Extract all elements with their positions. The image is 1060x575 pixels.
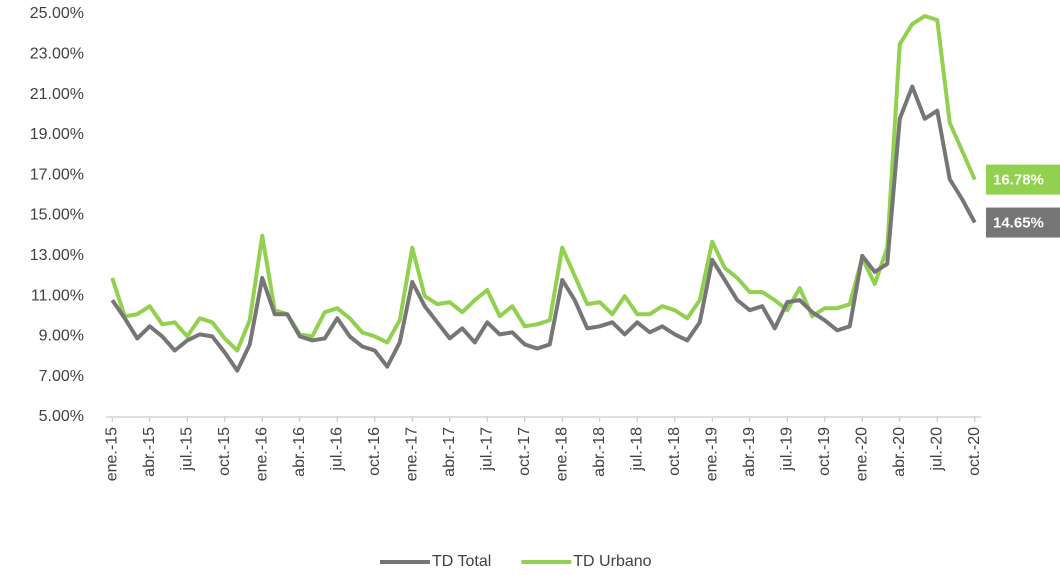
- legend-label: TD Urbano: [573, 553, 651, 570]
- series-line: [110, 84, 977, 373]
- x-tick-label: abr.-20: [891, 427, 908, 477]
- series-line: [110, 14, 977, 353]
- y-tick-label: 15.00%: [30, 207, 84, 224]
- y-tick-label: 17.00%: [30, 166, 84, 183]
- legend-label: TD Total: [432, 553, 491, 570]
- value-label: 14.65%: [993, 215, 1044, 232]
- y-tick-label: 21.00%: [30, 86, 84, 103]
- y-tick-label: 13.00%: [30, 247, 84, 264]
- x-tick-label: ene.-16: [253, 427, 270, 481]
- value-label-box: [986, 207, 1060, 238]
- y-tick-label: 9.00%: [39, 328, 84, 345]
- y-tick-label: 23.00%: [30, 46, 84, 63]
- x-tick-label: oct.-19: [816, 427, 833, 476]
- y-tick-label: 5.00%: [39, 408, 84, 425]
- x-tick-label: jul.-17: [478, 427, 495, 472]
- x-tick-label: jul.-19: [778, 427, 795, 472]
- x-tick-label: jul.-18: [628, 427, 645, 472]
- x-tick-label: oct.-20: [966, 427, 983, 476]
- x-tick-label: ene.-19: [703, 427, 720, 481]
- x-tick-label: oct.-18: [666, 427, 683, 476]
- x-tick-label: ene.-18: [553, 427, 570, 481]
- x-tick-label: abr.-17: [441, 427, 458, 477]
- y-tick-label: 7.00%: [39, 368, 84, 385]
- x-tick-label: abr.-15: [141, 427, 158, 477]
- value-label-box: [986, 164, 1060, 195]
- x-tick-label: oct.-15: [216, 427, 233, 476]
- y-tick-label: 11.00%: [31, 287, 84, 304]
- y-tick-label: 19.00%: [30, 126, 84, 143]
- x-tick-label: abr.-16: [291, 427, 308, 477]
- x-tick-label: jul.-16: [328, 427, 345, 472]
- x-tick-label: ene.-20: [853, 427, 870, 481]
- x-tick-label: abr.-18: [591, 427, 608, 477]
- value-label: 16.78%: [993, 172, 1044, 189]
- x-tick-label: ene.-17: [403, 427, 420, 481]
- x-tick-label: ene.-15: [103, 427, 120, 481]
- x-tick-label: jul.-20: [928, 427, 945, 472]
- x-tick-label: oct.-16: [366, 427, 383, 476]
- x-tick-label: abr.-19: [741, 427, 758, 477]
- x-tick-label: oct.-17: [516, 427, 533, 476]
- y-tick-label: 25.00%: [30, 5, 84, 22]
- x-tick-label: jul.-15: [178, 427, 195, 472]
